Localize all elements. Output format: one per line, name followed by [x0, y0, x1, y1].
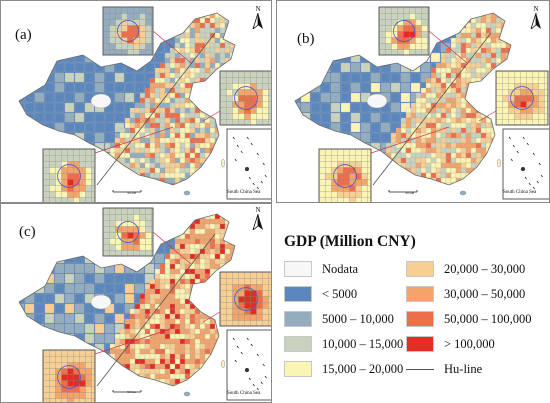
- legend-item-10000-15000: 10,000 – 15,000: [284, 336, 403, 352]
- legend-label: > 100,000: [444, 336, 495, 351]
- legend-swatch: [406, 261, 434, 277]
- legend: GDP (Million CNY) Nodata < 5000 5000 – 1…: [272, 203, 550, 403]
- map-panel-b: (b) N 500 km South China Sea: [276, 0, 550, 203]
- south-china-sea-label: South China Sea: [503, 190, 537, 195]
- map-panel-c: (c) N 500 km South China Sea: [0, 203, 272, 403]
- china-gdp-map-b: [294, 6, 549, 202]
- north-arrow-icon: N: [249, 206, 267, 232]
- legend-label: 50,000 – 100,000: [444, 311, 532, 326]
- south-china-sea-label: South China Sea: [227, 190, 261, 195]
- legend-item-gt100000: > 100,000: [406, 336, 495, 352]
- legend-item-nodata: Nodata: [284, 261, 358, 277]
- legend-item-lt5000: < 5000: [284, 286, 357, 302]
- legend-swatch: [406, 336, 434, 352]
- hu-line-swatch: [406, 361, 434, 377]
- panel-label-b: (b): [297, 31, 315, 47]
- legend-swatch: [284, 286, 312, 302]
- legend-swatch: [284, 311, 312, 327]
- legend-swatch: [284, 261, 312, 277]
- legend-swatch: [406, 286, 434, 302]
- legend-item-5000-10000: 5000 – 10,000: [284, 311, 394, 327]
- legend-item-15000-20000: 15,000 – 20,000: [284, 361, 403, 377]
- north-label: N: [255, 5, 261, 13]
- legend-label: Hu-line: [444, 361, 483, 376]
- legend-item-50000-100000: 50,000 – 100,000: [406, 311, 532, 327]
- legend-label: Nodata: [322, 261, 359, 276]
- china-gdp-map-a: [18, 6, 271, 202]
- legend-swatch: [406, 311, 434, 327]
- legend-label: 15,000 – 20,000: [322, 361, 404, 376]
- legend-title: GDP (Million CNY): [284, 233, 416, 250]
- legend-swatch: [284, 336, 312, 352]
- legend-item-20000-30000: 20,000 – 30,000: [406, 261, 525, 277]
- map-panel-a: (a) N 500 km South China Sea: [0, 0, 272, 203]
- scale-bar-label: 500 km: [127, 390, 137, 394]
- legend-label: 30,000 – 50,000: [444, 286, 526, 301]
- legend-label: 20,000 – 30,000: [444, 261, 526, 276]
- legend-label: < 5000: [322, 286, 358, 301]
- legend-label: 5000 – 10,000: [322, 311, 394, 326]
- panel-label-c: (c): [19, 224, 36, 240]
- legend-item-30000-50000: 30,000 – 50,000: [406, 286, 525, 302]
- south-china-sea-label: South China Sea: [227, 391, 261, 396]
- panel-label-a: (a): [15, 27, 32, 43]
- north-label: N: [255, 206, 261, 214]
- north-arrow-icon: N: [527, 5, 545, 31]
- china-gdp-map-c: [18, 207, 271, 402]
- legend-item-hu-line: Hu-line: [406, 361, 482, 377]
- north-label: N: [533, 5, 539, 13]
- legend-swatch: [284, 361, 312, 377]
- legend-label: 10,000 – 15,000: [322, 336, 404, 351]
- north-arrow-icon: N: [249, 5, 267, 31]
- scale-bar-label: 500 km: [127, 191, 137, 195]
- scale-bar-label: 500 km: [405, 191, 415, 195]
